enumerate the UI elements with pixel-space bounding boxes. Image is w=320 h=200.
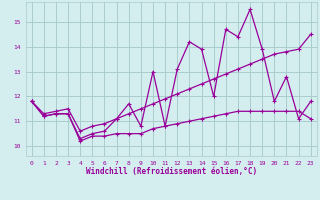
X-axis label: Windchill (Refroidissement éolien,°C): Windchill (Refroidissement éolien,°C) <box>86 167 257 176</box>
